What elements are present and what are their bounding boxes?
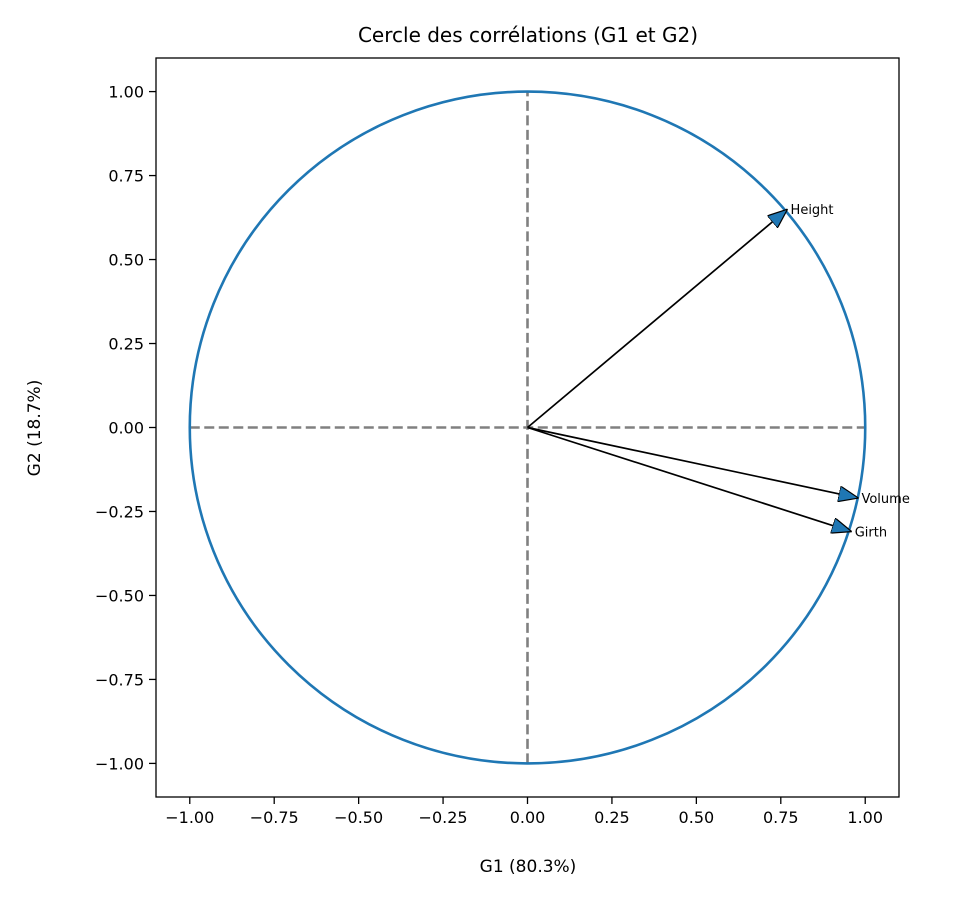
x-tick-label: −0.25 bbox=[419, 808, 468, 827]
y-tick-label: 0.75 bbox=[108, 167, 144, 186]
y-axis-label: G2 (18.7%) bbox=[25, 380, 45, 477]
y-tick-label: −0.75 bbox=[95, 670, 144, 689]
x-tick-label: −0.50 bbox=[334, 808, 383, 827]
x-tick-label: −0.75 bbox=[250, 808, 299, 827]
y-tick-label: −0.25 bbox=[95, 502, 144, 521]
arrow-girth bbox=[527, 426, 852, 532]
arrow-label-volume: Volume bbox=[861, 492, 909, 507]
y-tick-label: −1.00 bbox=[95, 754, 144, 773]
chart-title: Cercle des corrélations (G1 et G2) bbox=[358, 23, 698, 47]
y-tick-label: 1.00 bbox=[108, 83, 144, 102]
x-tick-label: 1.00 bbox=[847, 808, 883, 827]
x-axis-label: G1 (80.3%) bbox=[480, 857, 577, 877]
y-tick-label: 0.00 bbox=[108, 419, 144, 438]
plot-area: Height Volume Girth bbox=[188, 90, 910, 765]
y-tick-label: 0.50 bbox=[108, 251, 144, 270]
x-tick-label: 0.00 bbox=[510, 808, 546, 827]
x-tick-label: −1.00 bbox=[165, 808, 214, 827]
x-tick-label: 0.50 bbox=[679, 808, 715, 827]
arrow-label-girth: Girth bbox=[855, 526, 887, 541]
y-tick-label: 0.25 bbox=[108, 335, 144, 354]
x-tick-label: 0.25 bbox=[594, 808, 630, 827]
x-tick-label: 0.75 bbox=[763, 808, 799, 827]
y-tick-label: −0.50 bbox=[95, 586, 144, 605]
y-axis: −1.00 −0.75 −0.50 −0.25 0.00 0.25 0.50 0.75 1.00 bbox=[95, 83, 156, 773]
correlation-circle bbox=[188, 90, 867, 765]
arrow-height bbox=[526, 209, 788, 429]
arrow-volume bbox=[527, 426, 859, 499]
x-axis: −1.00 −0.75 −0.50 −0.25 0.00 0.25 0.50 0.75 1.00 bbox=[165, 797, 883, 827]
arrow-label-height: Height bbox=[791, 203, 834, 218]
